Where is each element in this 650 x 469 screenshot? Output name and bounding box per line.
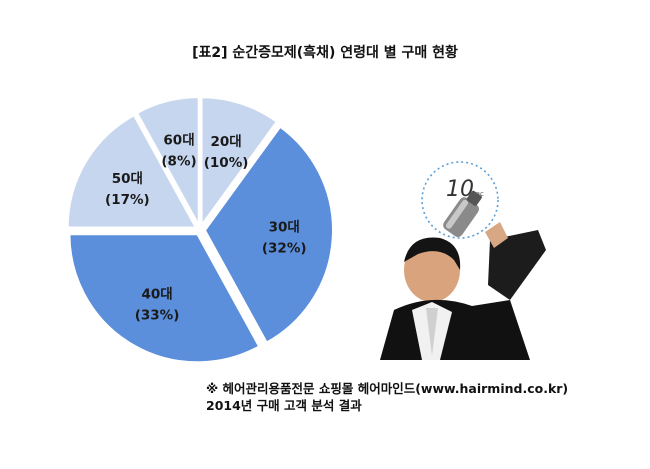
pie-slice-20대 [200,96,279,229]
slice-percent-label: (8%) [161,153,196,169]
pie-slice-30대 [203,125,334,344]
footnote-source: ※ 헤어관리용품전문 쇼핑몰 헤어마인드(www.hairmind.co.kr) [206,381,569,396]
timer-ring-icon [421,161,499,239]
chart-title: [표2] 순간증모제(흑채) 연령대 별 구매 현황 [192,45,458,61]
slice-percent-label: (17%) [105,192,150,208]
hair [404,237,461,270]
pie-slice-60대 [135,96,200,226]
slice-category-label: 50대 [112,171,143,187]
spray-can-icon [443,190,482,238]
slice-percent-label: (10%) [204,155,249,171]
pie-chart: 20대 (10%) 30대 (32%) 40대 (33%) 50대 (17%) 60대 (8%) [66,96,334,364]
slice-category-label: 20대 [210,134,241,150]
slice-category-label: 40대 [141,287,172,303]
footnote-period: 2014년 구매 고객 분석 결과 [206,398,362,413]
slice-percent-label: (32%) [262,240,307,256]
slice-category-label: 60대 [163,132,194,148]
pie-slice-50대 [66,113,198,229]
slice-category-label: 30대 [269,219,300,235]
slice-percent-label: (33%) [135,308,180,324]
pie-slice-40대 [68,233,261,364]
raised-arm [488,230,546,300]
man-using-hair-product-photo: 10 sec [380,161,546,360]
footnote: ※ 헤어관리용품전문 쇼핑몰 헤어마인드(www.hairmind.co.kr)… [206,380,568,414]
suit [380,299,530,360]
